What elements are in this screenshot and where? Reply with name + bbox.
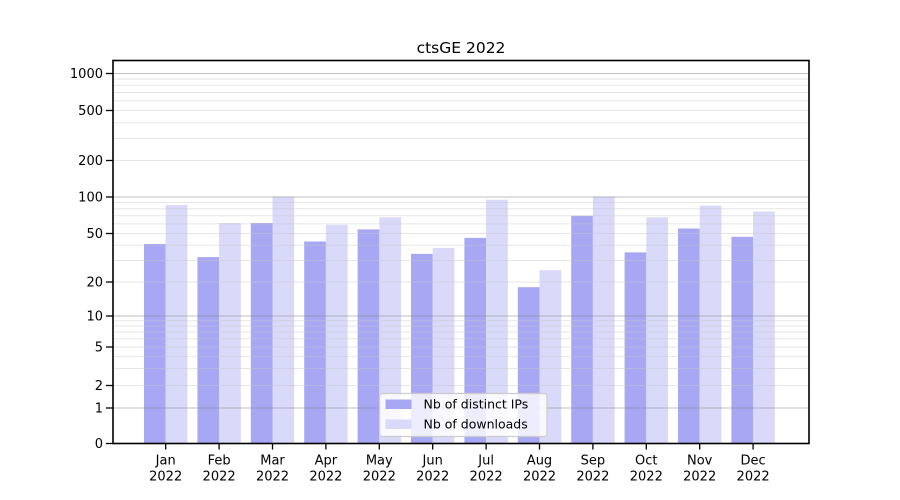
x-tick-label-month: Jun — [422, 454, 443, 469]
x-tick-label-year: 2022 — [470, 470, 503, 485]
x-tick-label-year: 2022 — [363, 470, 396, 485]
y-tick-label: 1 — [95, 402, 103, 417]
x-tick-label-year: 2022 — [630, 470, 663, 485]
bar-nb-of-distinct-ips-jul — [464, 237, 487, 444]
x-tick-label-year: 2022 — [576, 470, 609, 485]
bar-nb-of-downloads-oct — [646, 217, 668, 444]
x-tick-label-year: 2022 — [149, 470, 182, 485]
gridlines — [113, 72, 809, 409]
y-tick-label: 2 — [95, 379, 103, 394]
y-tick-label: 50 — [86, 227, 103, 242]
bar-nb-of-distinct-ips-apr — [304, 241, 326, 444]
plot-frame — [112, 59, 810, 445]
bar-nb-of-downloads-mar — [272, 196, 295, 444]
bar-nb-of-distinct-ips-jan — [144, 244, 166, 444]
bar-nb-of-distinct-ips-sep — [571, 215, 593, 444]
legend-label-downloads: Nb of downloads — [424, 417, 528, 432]
bar-nb-of-downloads-nov — [699, 205, 722, 444]
legend-swatch-downloads — [385, 419, 412, 429]
x-tick-label-year: 2022 — [256, 470, 289, 485]
y-tick-label: 100 — [78, 191, 103, 206]
bar-nb-of-distinct-ips-dec — [731, 236, 754, 444]
x-tick-label-year: 2022 — [416, 470, 449, 485]
bar-nb-of-downloads-sep — [592, 196, 615, 444]
x-tick-label-month: May — [366, 454, 393, 469]
x-tick-label-month: Jul — [477, 454, 494, 469]
bar-nb-of-downloads-apr — [325, 224, 348, 444]
bars-layer — [144, 196, 775, 444]
y-tick-label: 5 — [95, 341, 103, 356]
legend: Nb of distinct IPs Nb of downloads — [378, 392, 548, 438]
bar-nb-of-downloads-jan — [165, 204, 188, 444]
x-tick-label-month: Dec — [741, 454, 766, 469]
legend-box — [378, 392, 548, 438]
x-tick-label-year: 2022 — [683, 470, 716, 485]
bar-nb-of-distinct-ips-may — [357, 229, 380, 444]
x-tick-label-year: 2022 — [203, 470, 236, 485]
x-tick-label-year: 2022 — [737, 470, 770, 485]
x-tick-label-month: Jan — [155, 454, 176, 469]
chart-layers: 01251020501002005001000Jan2022Feb2022Mar… — [70, 59, 810, 485]
y-axis: 0 1 2 5 10 20 50 100 200 500 1000 — [70, 67, 113, 452]
y-tick-label: 500 — [78, 104, 103, 119]
bar-nb-of-distinct-ips-mar — [250, 223, 273, 444]
x-tick-label-month: Sep — [581, 454, 606, 469]
y-tick-label: 10 — [86, 310, 103, 325]
x-tick-label-month: Oct — [635, 454, 657, 469]
x-tick-label-year: 2022 — [309, 470, 342, 485]
bar-nb-of-downloads-may — [379, 217, 401, 444]
legend-label-distinct-ips: Nb of distinct IPs — [424, 397, 529, 412]
x-tick-label-year: 2022 — [523, 470, 556, 485]
x-tick-label-month: Mar — [260, 454, 285, 469]
y-tick-label: 20 — [86, 276, 103, 291]
bar-nb-of-downloads-feb — [219, 223, 241, 444]
x-tick-label-month: Feb — [208, 454, 231, 469]
bar-nb-of-distinct-ips-feb — [197, 257, 220, 444]
bar-nb-of-downloads-dec — [753, 211, 775, 444]
legend-swatch-distinct-ips — [385, 399, 412, 409]
x-tick-label-month: Nov — [687, 454, 713, 469]
y-tick-label: 1000 — [70, 67, 103, 82]
y-tick-label: 0 — [95, 437, 103, 452]
bar-nb-of-distinct-ips-nov — [678, 228, 700, 444]
bar-nb-of-downloads-jul — [486, 199, 508, 444]
chart-title: ctsGE 2022 — [417, 39, 506, 57]
x-tick-label-month: Aug — [527, 454, 552, 469]
x-tick-label-month: Apr — [315, 454, 338, 469]
y-tick-label: 200 — [78, 154, 103, 169]
x-axis: Jan2022Feb2022Mar2022Apr2022May2022Jun20… — [149, 443, 770, 485]
bar-nb-of-distinct-ips-oct — [624, 252, 647, 444]
